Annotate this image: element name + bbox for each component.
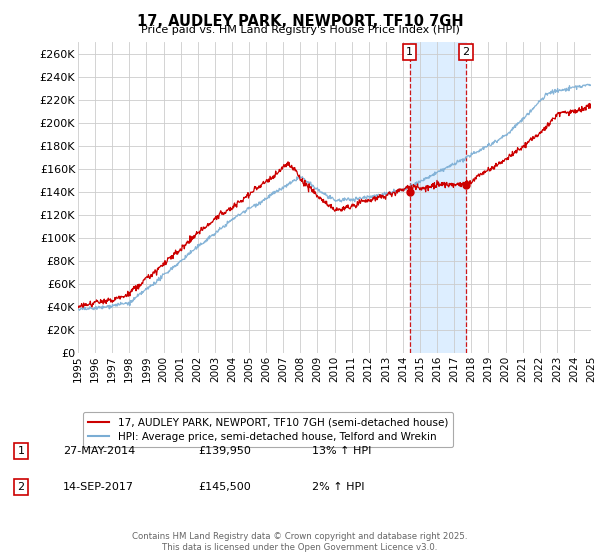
Bar (410, 42, 466, 353)
Text: 13% ↑ HPI: 13% ↑ HPI (312, 446, 371, 456)
Text: Contains HM Land Registry data © Crown copyright and database right 2025.
This d: Contains HM Land Registry data © Crown c… (132, 532, 468, 552)
Text: Price paid vs. HM Land Registry's House Price Index (HPI): Price paid vs. HM Land Registry's House … (140, 25, 460, 35)
Text: £145,500: £145,500 (198, 482, 251, 492)
Text: 27-MAY-2014: 27-MAY-2014 (63, 446, 135, 456)
Text: 1: 1 (17, 446, 25, 456)
Text: 2% ↑ HPI: 2% ↑ HPI (312, 482, 365, 492)
Text: 17, AUDLEY PARK, NEWPORT, TF10 7GH: 17, AUDLEY PARK, NEWPORT, TF10 7GH (137, 14, 463, 29)
Text: 1: 1 (406, 47, 413, 57)
Text: 2: 2 (17, 482, 25, 492)
Legend: 17, AUDLEY PARK, NEWPORT, TF10 7GH (semi-detached house), HPI: Average price, se: 17, AUDLEY PARK, NEWPORT, TF10 7GH (semi… (83, 412, 453, 447)
Text: 14-SEP-2017: 14-SEP-2017 (63, 482, 134, 492)
Text: 2: 2 (463, 47, 470, 57)
Text: £139,950: £139,950 (198, 446, 251, 456)
